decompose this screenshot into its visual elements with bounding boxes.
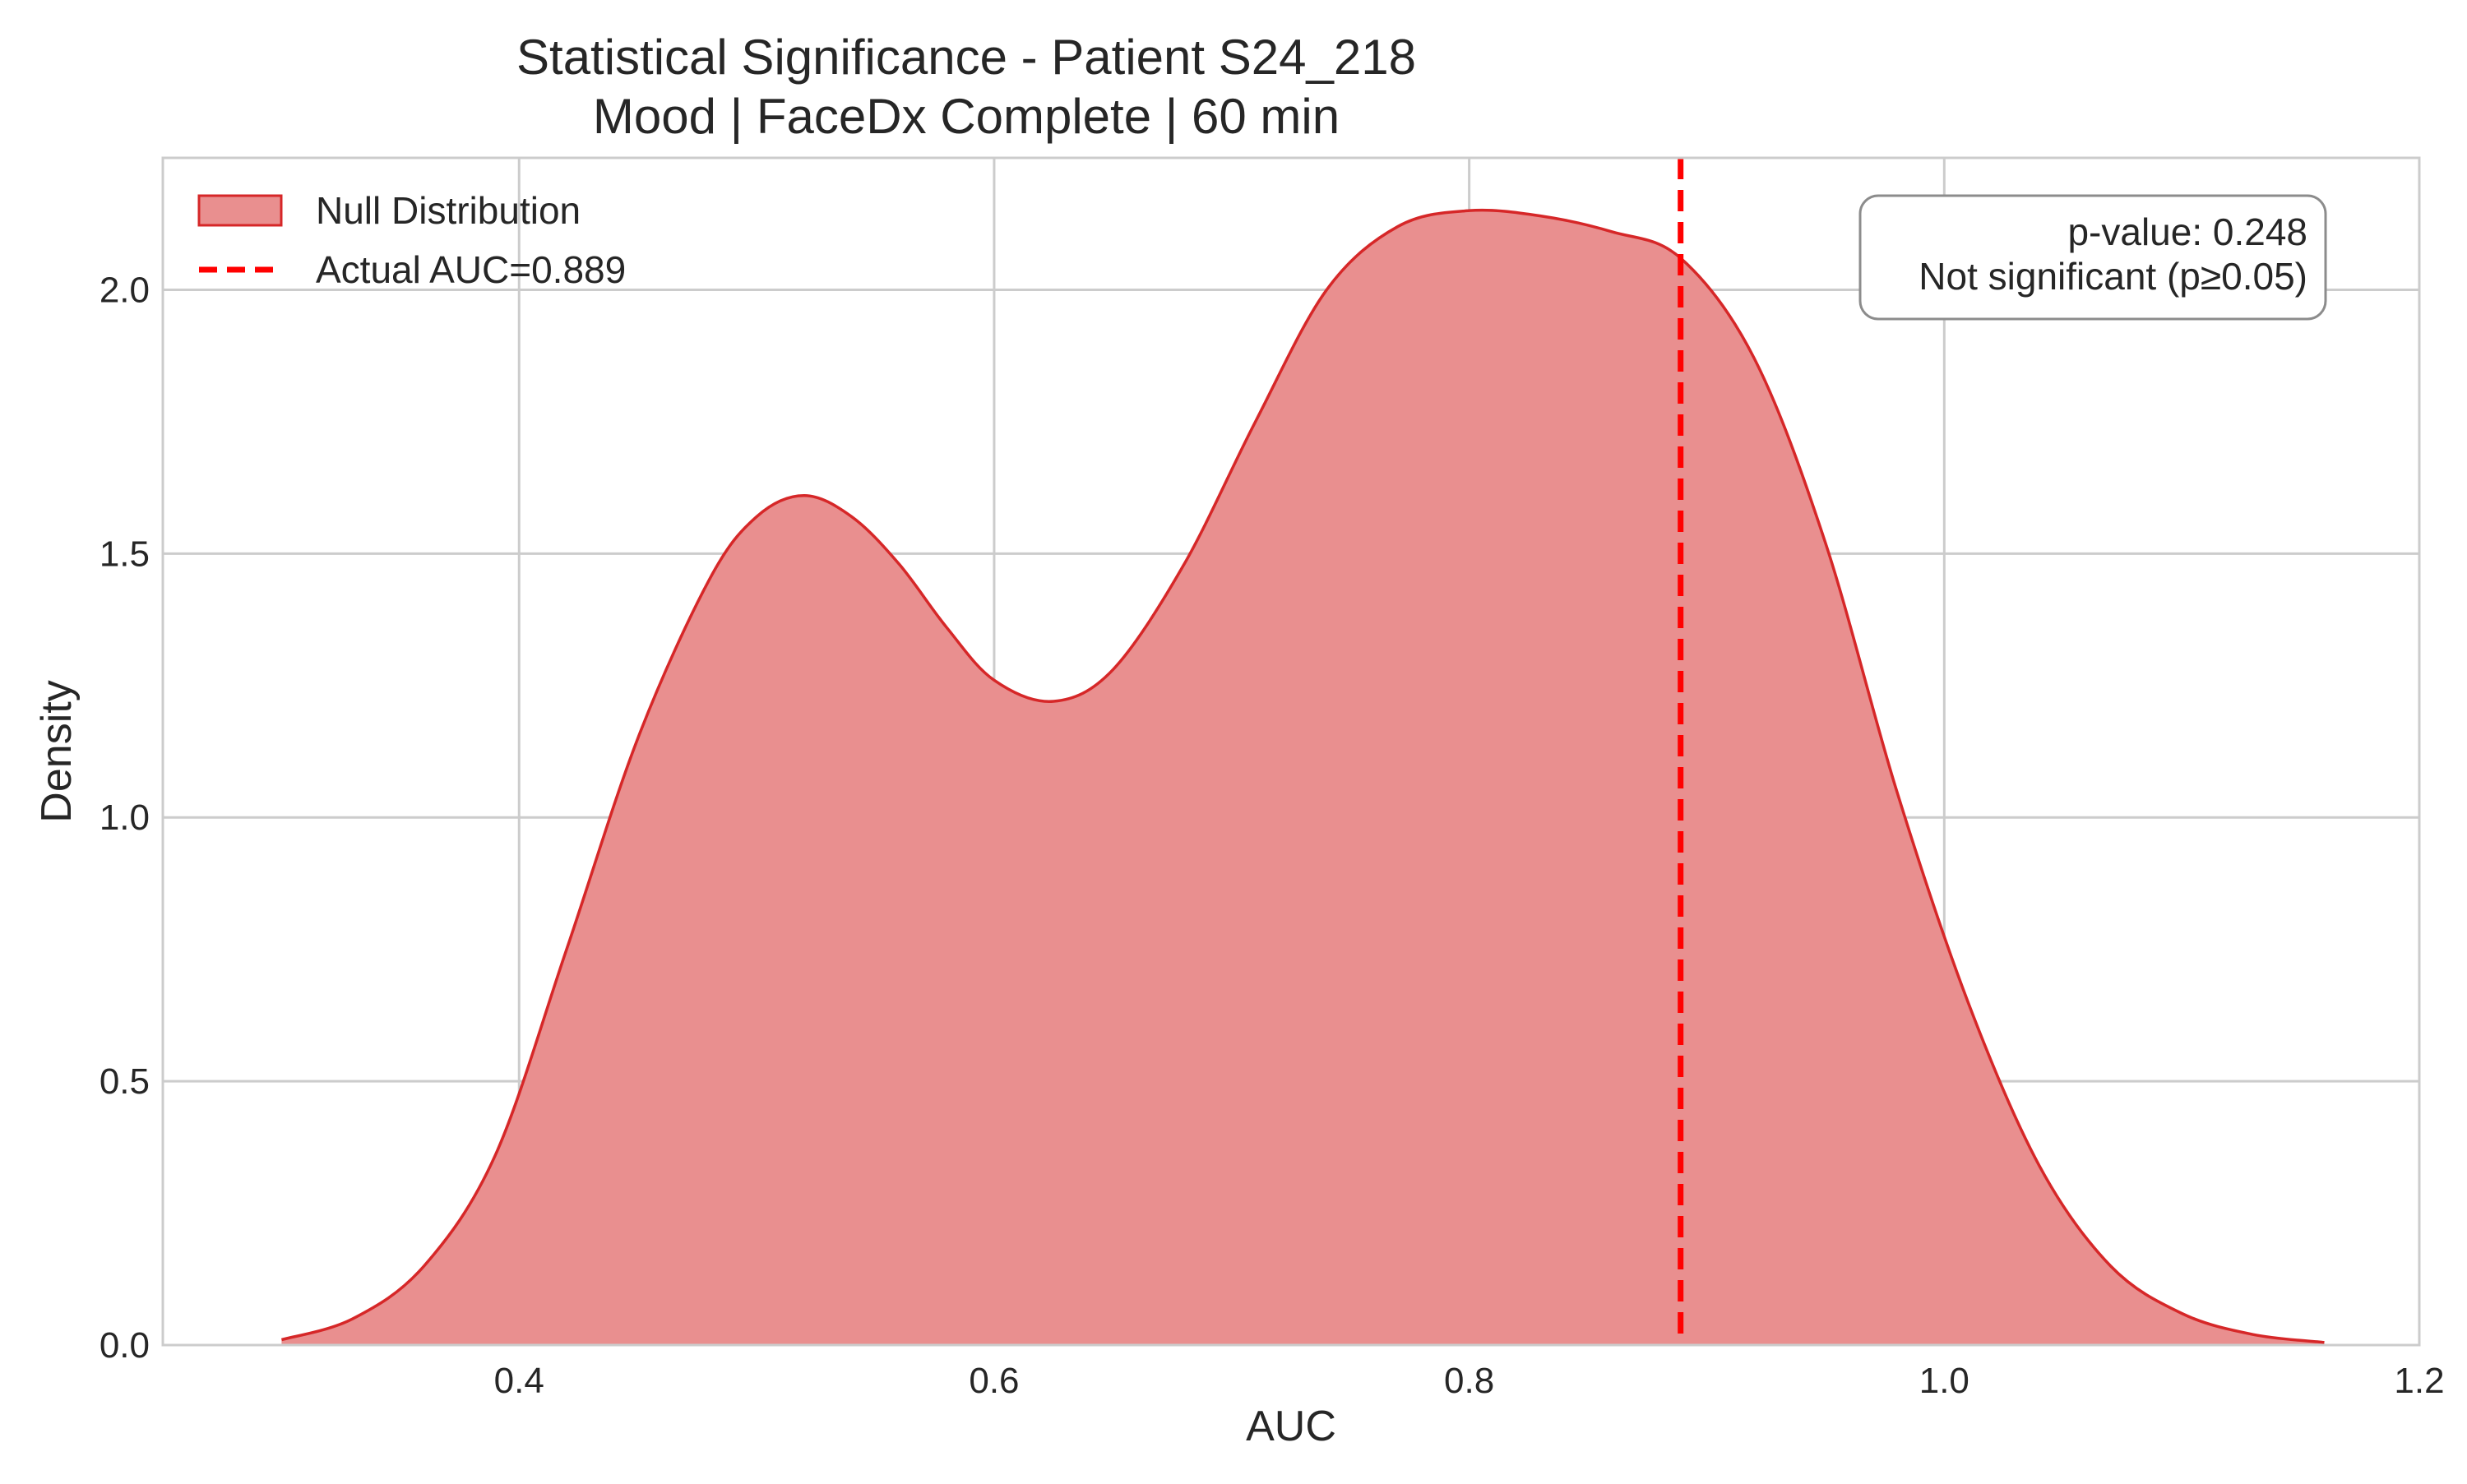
x-tick-label: 0.8 bbox=[1444, 1361, 1494, 1401]
y-tick-label: 0.0 bbox=[100, 1325, 150, 1366]
tick-labels: 0.4 0.6 0.8 1.0 1.2 0.0 0.5 1.0 1.5 2.0 bbox=[100, 270, 2445, 1401]
annotation-p-value: p-value: 0.248 bbox=[2067, 210, 2307, 253]
x-tick-label: 0.6 bbox=[969, 1361, 1019, 1401]
x-tick-label: 0.4 bbox=[494, 1361, 544, 1401]
plot-frame bbox=[161, 156, 2421, 1347]
density-fill bbox=[281, 210, 2325, 1345]
y-tick-label: 2.0 bbox=[100, 270, 150, 310]
x-tick-label: 1.0 bbox=[1919, 1361, 1969, 1401]
chart-subtitle: Mood | FaceDx Complete | 60 min bbox=[593, 89, 1340, 144]
legend-swatch-null-distribution bbox=[197, 194, 283, 227]
density-outline bbox=[280, 208, 2325, 1344]
y-tick-label: 1.0 bbox=[100, 797, 150, 838]
x-tick-label: 1.2 bbox=[2394, 1361, 2444, 1401]
chart-title: Statistical Significance - Patient S24_2… bbox=[516, 30, 1416, 85]
y-axis-label: Density bbox=[33, 680, 81, 822]
y-tick-label: 0.5 bbox=[100, 1061, 150, 1102]
annotation-significance: Not significant (p≥0.05) bbox=[1919, 255, 2307, 298]
y-tick-label: 1.5 bbox=[100, 534, 150, 574]
legend-label-actual-auc: Actual AUC=0.889 bbox=[316, 248, 626, 291]
legend-label-null-distribution: Null Distribution bbox=[316, 189, 581, 232]
annotation-box bbox=[1858, 194, 2327, 321]
legend: Null Distribution Actual AUC=0.889 bbox=[197, 189, 626, 291]
p-value-annotation: p-value: 0.248 Not significant (p≥0.05) bbox=[1858, 194, 2327, 321]
density-area-layer bbox=[280, 208, 2325, 1345]
x-axis-label: AUC bbox=[1246, 1403, 1336, 1450]
